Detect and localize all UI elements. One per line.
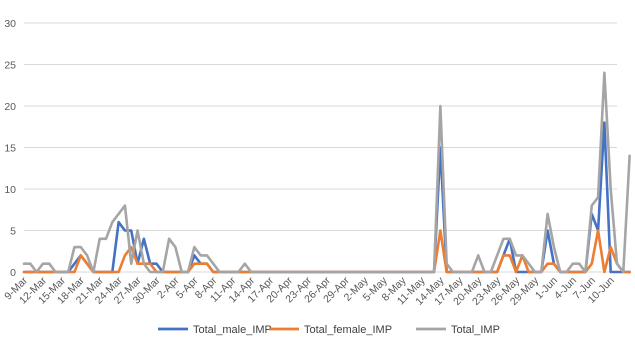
legend-label: Total_female_IMP: [304, 324, 392, 336]
y-tick-label: 5: [10, 226, 16, 238]
series-lines: [22, 71, 631, 274]
series-line-total-imp: [22, 71, 631, 274]
x-axis: 9-Mar12-Mar15-Mar18-Mar21-Mar24-Mar27-Ma…: [2, 274, 617, 308]
y-tick-label: 25: [4, 60, 16, 72]
legend-label: Total_IMP: [451, 324, 500, 336]
y-tick-label: 30: [4, 18, 16, 30]
y-tick-label: 20: [4, 101, 16, 113]
y-tick-label: 10: [4, 184, 16, 196]
legend-label: Total_male_IMP: [193, 324, 272, 336]
gridlines: [24, 22, 617, 273]
legend: Total_male_IMP Total_female_IMP Total_IMP: [158, 324, 500, 336]
y-tick-label: 15: [4, 143, 16, 155]
y-tick-label: 0: [10, 267, 16, 279]
y-axis: 0 5 10 15 20 25 30: [4, 18, 16, 279]
series-line-total-male-imp: [22, 121, 631, 274]
